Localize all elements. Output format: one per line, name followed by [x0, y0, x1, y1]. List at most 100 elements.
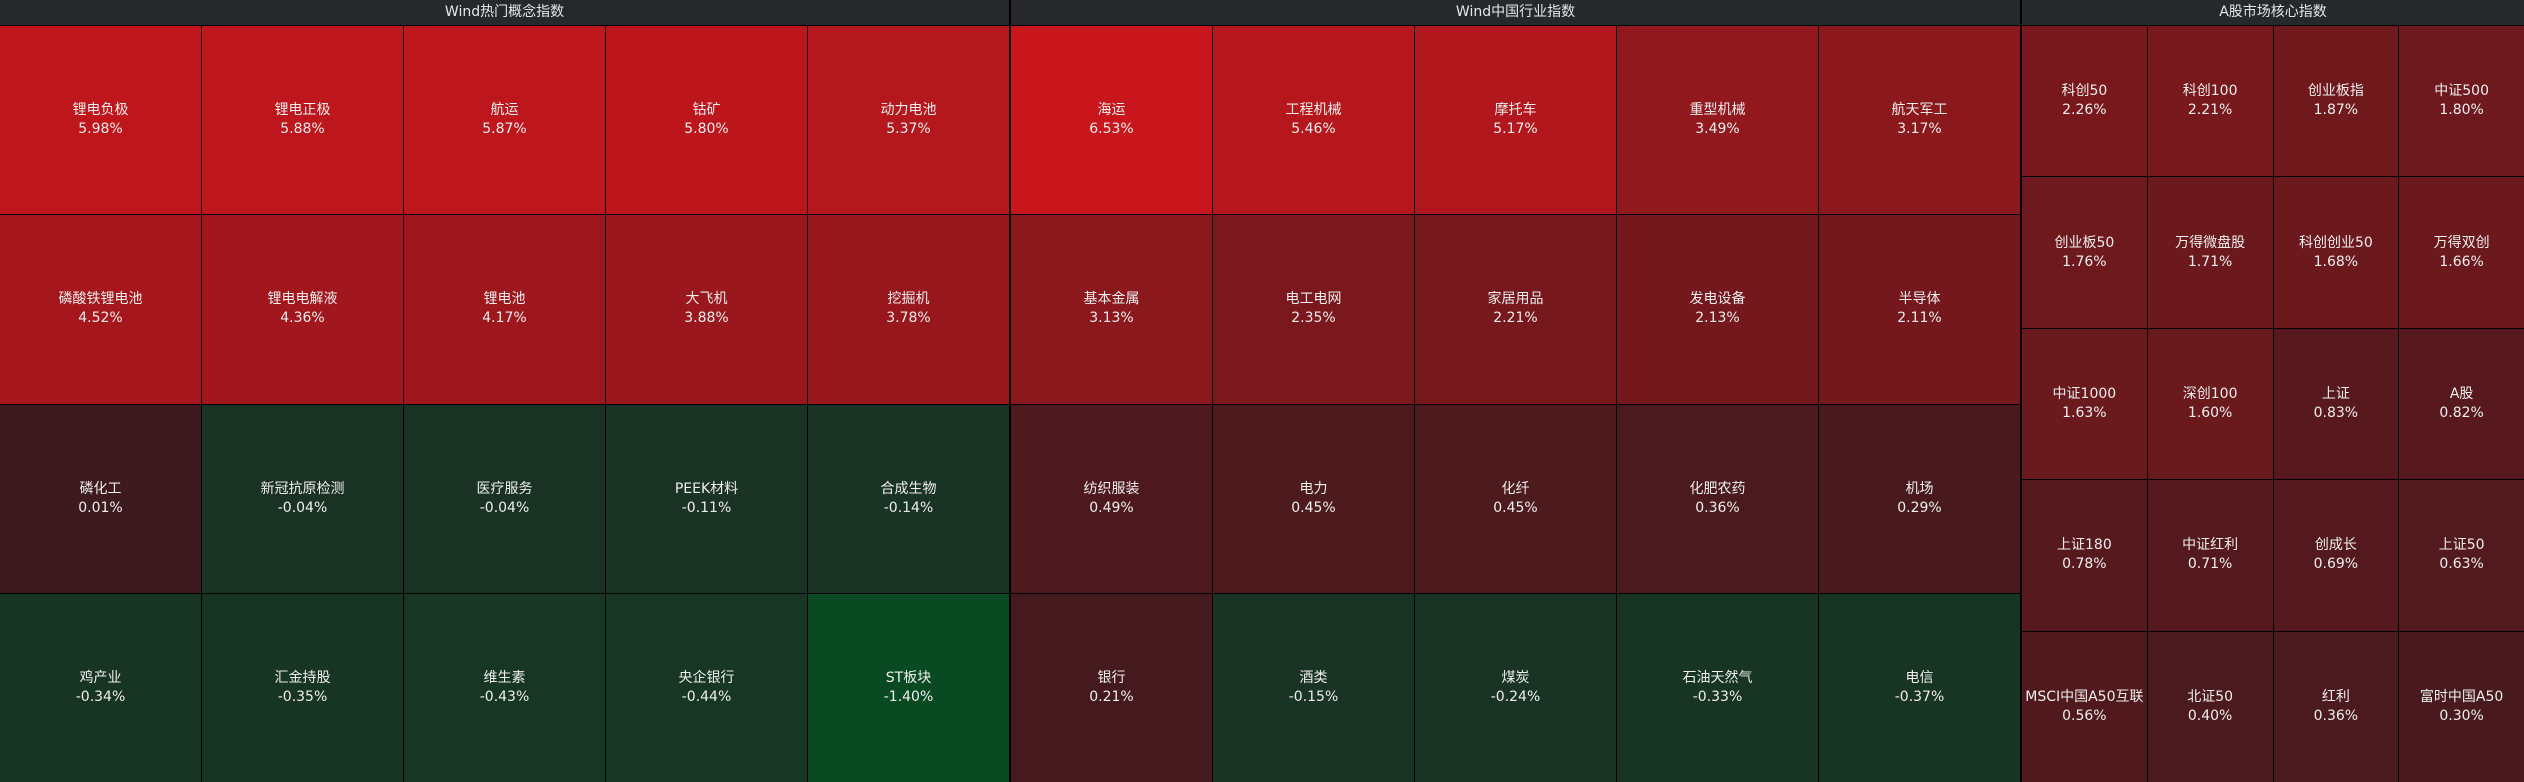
cell-name: 锂电正极 — [274, 102, 331, 119]
cell-name: 红利 — [2321, 688, 2350, 705]
cell-name: 央企银行 — [678, 669, 735, 686]
heat-cell[interactable]: 上证 0.83% — [2273, 328, 2399, 480]
heat-cell[interactable]: 家居用品 2.21% — [1415, 215, 1616, 404]
cell-change: 2.11% — [1897, 310, 1942, 327]
heat-cell[interactable]: 红利 0.36% — [2273, 631, 2399, 782]
cell-change: 0.83% — [2313, 404, 2359, 421]
cell-change: 5.17% — [1493, 121, 1538, 138]
cell-name: 创业板指 — [2307, 83, 2364, 100]
heat-cell[interactable]: 银行 0.21% — [1011, 593, 1212, 782]
heat-cell[interactable]: 化纤 0.45% — [1415, 404, 1616, 593]
heat-cell[interactable]: 深创100 1.60% — [2147, 328, 2273, 480]
cell-name: 工程机械 — [1285, 102, 1342, 119]
heat-cell[interactable]: 创业板指 1.87% — [2273, 26, 2399, 177]
heat-cell[interactable]: 海运 6.53% — [1011, 26, 1212, 215]
heat-cell[interactable]: 科创创业50 1.68% — [2273, 177, 2399, 328]
cell-change: 5.98% — [78, 121, 123, 138]
heat-cell[interactable]: 航天军工 3.17% — [1819, 26, 2020, 215]
cell-name: 动力电池 — [880, 102, 937, 119]
cell-name: 电力 — [1299, 480, 1328, 497]
heat-cell[interactable]: 创成长 0.69% — [2273, 480, 2399, 631]
cell-name: MSCI中国A50互联 — [2025, 688, 2144, 705]
cell-name: 锂电池 — [483, 291, 526, 308]
cell-change: 3.17% — [1897, 121, 1942, 138]
heat-cell[interactable]: MSCI中国A50互联 0.56% — [2022, 631, 2147, 782]
cell-change: 6.53% — [1089, 121, 1134, 138]
cell-change: 3.49% — [1695, 121, 1740, 138]
heat-cell[interactable]: 化肥农药 0.36% — [1617, 404, 1818, 593]
heat-cell[interactable]: 维生素 -0.43% — [404, 593, 605, 782]
heat-cell[interactable]: 重型机械 3.49% — [1617, 26, 1818, 215]
cell-change: 5.46% — [1291, 121, 1336, 138]
heat-cell[interactable]: 创业板50 1.76% — [2022, 177, 2147, 328]
heat-cell[interactable]: 航运 5.87% — [404, 26, 605, 215]
cell-change: 3.13% — [1089, 310, 1134, 327]
cell-name: 半导体 — [1898, 291, 1941, 308]
heat-cell[interactable]: ST板块 -1.40% — [808, 593, 1009, 782]
heat-cell[interactable]: 钴矿 5.80% — [606, 26, 807, 215]
cell-change: 2.35% — [1291, 310, 1336, 327]
heat-cell[interactable]: 磷酸铁锂电池 4.52% — [0, 215, 201, 404]
cell-change: -0.15% — [1288, 688, 1339, 705]
heat-cell[interactable]: 央企银行 -0.44% — [606, 593, 807, 782]
heat-cell[interactable]: 锂电正极 5.88% — [202, 26, 403, 215]
heat-cell[interactable]: 科创100 2.21% — [2147, 26, 2273, 177]
heat-cell[interactable]: 富时中国A50 0.30% — [2399, 631, 2524, 782]
heat-cell[interactable]: 医疗服务 -0.04% — [404, 404, 605, 593]
cell-name: 科创100 — [2182, 83, 2238, 100]
heat-cell[interactable]: 纺织服装 0.49% — [1011, 404, 1212, 593]
heat-cell[interactable]: 新冠抗原检测 -0.04% — [202, 404, 403, 593]
heat-cell[interactable]: 锂电电解液 4.36% — [202, 215, 403, 404]
heat-cell[interactable]: 万得微盘股 1.71% — [2147, 177, 2273, 328]
cell-name: PEEK材料 — [674, 480, 739, 497]
cell-name: 基本金属 — [1083, 291, 1140, 308]
cell-change: 0.30% — [2439, 707, 2484, 724]
heat-cell[interactable]: 上证180 0.78% — [2022, 480, 2147, 631]
heat-cell[interactable]: 挖掘机 3.78% — [808, 215, 1009, 404]
heat-cell[interactable]: 大飞机 3.88% — [606, 215, 807, 404]
heat-cell[interactable]: 电力 0.45% — [1213, 404, 1414, 593]
cell-name: 汇金持股 — [274, 669, 331, 686]
heat-cell[interactable]: 汇金持股 -0.35% — [202, 593, 403, 782]
heat-cell[interactable]: 中证红利 0.71% — [2147, 480, 2273, 631]
heat-cell[interactable]: 磷化工 0.01% — [0, 404, 201, 593]
heat-cell[interactable]: 电信 -0.37% — [1819, 593, 2020, 782]
heat-cell[interactable]: 动力电池 5.37% — [808, 26, 1009, 215]
heat-cell[interactable]: 中证500 1.80% — [2399, 26, 2524, 177]
heat-cell[interactable]: A股 0.82% — [2399, 328, 2524, 480]
heat-cell[interactable]: 万得双创 1.66% — [2399, 177, 2524, 328]
cell-change: -0.34% — [75, 688, 126, 705]
heat-cell[interactable]: 石油天然气 -0.33% — [1617, 593, 1818, 782]
heat-cell[interactable]: 机场 0.29% — [1819, 404, 2020, 593]
heat-cell[interactable]: 科创50 2.26% — [2022, 26, 2147, 177]
heat-cell[interactable]: 鸡产业 -0.34% — [0, 593, 201, 782]
heat-cell[interactable]: 基本金属 3.13% — [1011, 215, 1212, 404]
cell-name: 上证 — [2321, 385, 2350, 402]
cell-name: 钴矿 — [692, 102, 721, 119]
heat-cell[interactable]: 电工电网 2.35% — [1213, 215, 1414, 404]
heat-cell[interactable]: PEEK材料 -0.11% — [606, 404, 807, 593]
heat-cell[interactable]: 中证1000 1.63% — [2022, 328, 2147, 480]
heat-cell[interactable]: 半导体 2.11% — [1819, 215, 2020, 404]
cell-change: 1.68% — [2313, 253, 2359, 270]
heat-cell[interactable]: 煤炭 -0.24% — [1415, 593, 1616, 782]
panel-title: A股市场核心指数 — [2022, 0, 2524, 26]
heat-cell[interactable]: 北证50 0.40% — [2147, 631, 2273, 782]
cell-change: 4.36% — [280, 310, 325, 327]
heat-cell[interactable]: 合成生物 -0.14% — [808, 404, 1009, 593]
heat-cell[interactable]: 工程机械 5.46% — [1213, 26, 1414, 215]
cell-change: 0.45% — [1493, 499, 1538, 516]
cell-name: 中证红利 — [2182, 537, 2239, 554]
cell-change: -0.24% — [1490, 688, 1541, 705]
cell-name: 酒类 — [1299, 669, 1328, 686]
heat-cell[interactable]: 锂电负极 5.98% — [0, 26, 201, 215]
heat-cell[interactable]: 上证50 0.63% — [2399, 480, 2524, 631]
cell-change: 4.52% — [78, 310, 123, 327]
heat-cell[interactable]: 摩托车 5.17% — [1415, 26, 1616, 215]
heat-cell[interactable]: 酒类 -0.15% — [1213, 593, 1414, 782]
heat-cell[interactable]: 锂电池 4.17% — [404, 215, 605, 404]
panel-title: Wind中国行业指数 — [1011, 0, 2020, 26]
cell-change: 5.88% — [280, 121, 325, 138]
cell-name: 北证50 — [2187, 688, 2234, 705]
heat-cell[interactable]: 发电设备 2.13% — [1617, 215, 1818, 404]
